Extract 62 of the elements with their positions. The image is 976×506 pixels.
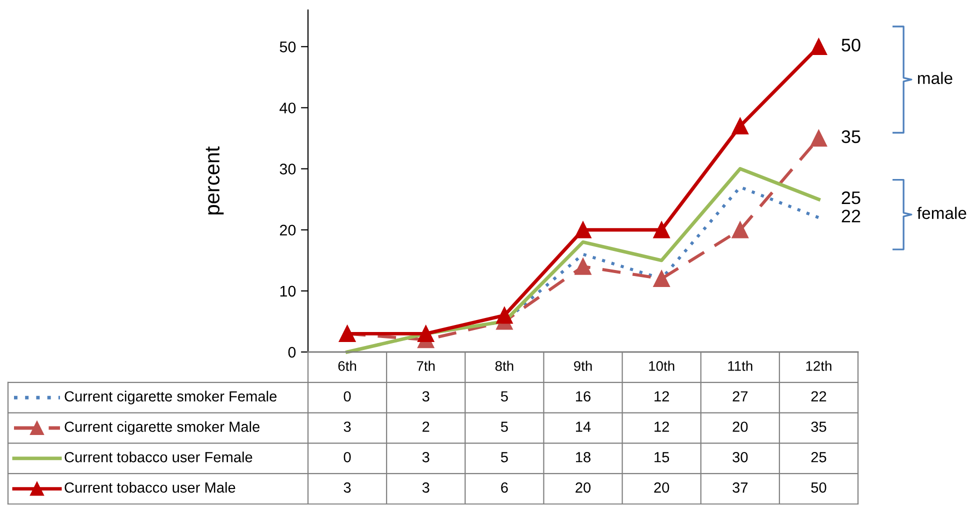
- data-label: 5: [500, 422, 508, 432]
- point: [810, 130, 828, 147]
- data-label: 6: [501, 482, 508, 493]
- data-label: 20: [576, 482, 591, 493]
- legend-label: Current tobacco user Male: [64, 482, 236, 493]
- y-tick-label: 40: [280, 102, 296, 114]
- data-label: 37: [732, 482, 748, 493]
- x-tick-label: 10th: [649, 360, 674, 371]
- x-tick-label: 9th: [574, 360, 592, 371]
- point: [653, 270, 670, 288]
- data-label: 20: [732, 422, 748, 432]
- annotation: 22: [842, 210, 860, 222]
- data-label: 35: [811, 422, 826, 432]
- point: [574, 258, 592, 275]
- data-label: 0: [344, 452, 351, 462]
- y-tick-label: 0: [288, 346, 296, 358]
- point: [732, 222, 748, 238]
- data-label: 5: [500, 391, 508, 402]
- data-label: 14: [576, 422, 591, 432]
- x-tick-label: 6th: [338, 360, 356, 371]
- data-label: 12: [654, 422, 669, 432]
- annotation: 35: [842, 130, 860, 144]
- point: [810, 38, 828, 55]
- point: [574, 222, 592, 238]
- data-label: 15: [654, 452, 670, 462]
- x-tick-label: 8th: [495, 360, 514, 371]
- legend-label: Current tobacco user Female: [64, 452, 252, 462]
- data-label: 3: [422, 482, 430, 493]
- x-tick-label: 11th: [728, 360, 752, 371]
- y-tick-label: 30: [280, 164, 296, 174]
- annotation: 25: [842, 191, 860, 204]
- data-label: 0: [344, 391, 351, 402]
- data-label: 30: [732, 452, 748, 462]
- point: [496, 307, 513, 324]
- y-axis-title: percent: [206, 146, 224, 214]
- y-tick-label: 20: [280, 224, 296, 236]
- y-tick-label: 10: [280, 286, 296, 297]
- x-tick-label: 7th: [416, 360, 435, 371]
- data-label: 50: [811, 482, 826, 493]
- data-label: 18: [576, 452, 590, 462]
- data-label: 2: [422, 422, 430, 432]
- data-label: 25: [811, 452, 826, 462]
- annotation: 50: [842, 38, 860, 52]
- data-label: 3: [422, 452, 430, 462]
- data-label: 3: [344, 422, 351, 432]
- data-label: 3: [344, 482, 351, 493]
- data-label: 12: [654, 391, 669, 402]
- legend-label: Current cigarette smoker Female: [64, 390, 277, 404]
- point: [732, 118, 748, 134]
- data-label: 16: [576, 391, 590, 402]
- data-label: 20: [654, 482, 670, 493]
- text: female: [917, 206, 966, 220]
- data-label: 3: [422, 391, 430, 402]
- x-tick-label: 12th: [806, 360, 832, 371]
- y-tick-label: 50: [280, 42, 296, 52]
- point: [418, 325, 434, 342]
- data-label: 22: [811, 391, 826, 402]
- legend-label: Current cigarette smoker Male: [64, 421, 260, 435]
- point: [653, 222, 670, 238]
- data-label: 5: [500, 452, 508, 462]
- text: male: [918, 72, 952, 84]
- data-label: 27: [732, 391, 748, 402]
